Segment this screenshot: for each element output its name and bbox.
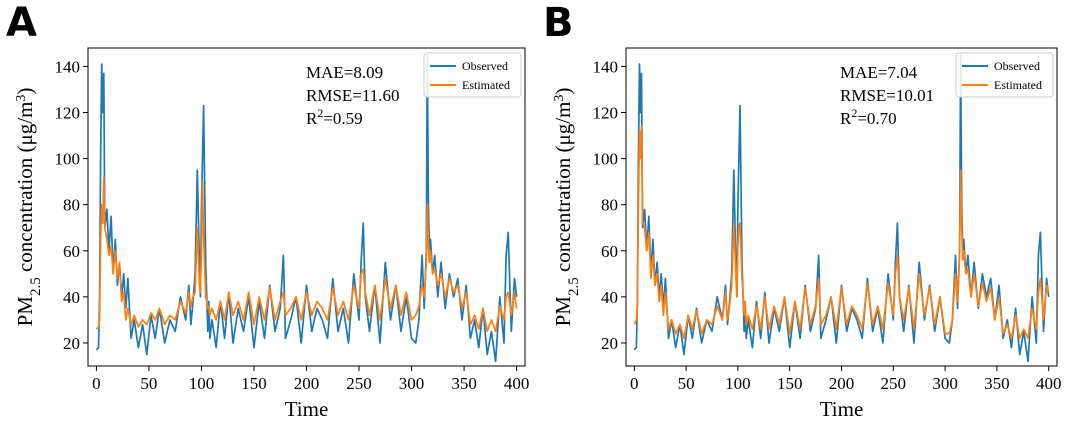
y-axis-title-middle: concentration (μg/m [13, 102, 37, 278]
series-group [633, 54, 1050, 363]
x-tick-label: 200 [294, 374, 320, 393]
stat-r2-base: R [840, 109, 852, 128]
y-tick-label: 100 [593, 150, 619, 169]
x-tick-label: 400 [504, 374, 530, 393]
stat-r2-value: =0.59 [323, 109, 362, 128]
series-group [95, 54, 518, 363]
x-tick-label: 250 [346, 374, 372, 393]
y-axis-title-suffix: ) [13, 88, 37, 95]
y-tick-label: 120 [55, 104, 81, 123]
y-axis-title-suffix: ) [551, 88, 575, 95]
series-line-estimated [633, 125, 1050, 340]
y-axis-title-sub: 2.5 [566, 277, 582, 296]
x-axis-title: Time [820, 397, 864, 421]
stat-r2: R2=0.70 [840, 106, 897, 128]
panel-b: B 0 50 100 150 200 250 300 350 400 20 40 60 80 100 120 1… [543, 0, 1061, 421]
stat-r2-base: R [306, 109, 318, 128]
x-tick-label: 50 [140, 374, 157, 393]
y-tick-label: 140 [593, 57, 619, 76]
stat-rmse: RMSE=11.60 [306, 86, 400, 105]
x-tick-label: 100 [725, 374, 751, 393]
x-axis-title: Time [285, 397, 329, 421]
series-line-estimated [95, 176, 518, 333]
y-axis-title-prefix: PM [13, 296, 37, 327]
stat-r2: R2=0.59 [306, 106, 363, 128]
y-axis-title: PM2.5 concentration (μg/m3) [551, 88, 582, 327]
x-tick-label: 350 [984, 374, 1010, 393]
x-tick-label: 400 [1036, 374, 1062, 393]
y-axis-title-sup: 3 [552, 95, 567, 102]
x-tick-label: 100 [189, 374, 215, 393]
legend: Observed Estimated [423, 52, 522, 98]
legend-label-observed: Observed [994, 59, 1040, 73]
y-axis-title-sub: 2.5 [28, 277, 44, 296]
y-axis-title-prefix: PM [551, 296, 575, 327]
y-axis-title-middle: concentration (μg/m [551, 102, 575, 278]
x-tick-label: 300 [932, 374, 958, 393]
x-tick-label: 350 [451, 374, 477, 393]
legend-label-estimated: Estimated [462, 78, 510, 92]
y-tick-label: 60 [601, 242, 618, 261]
y-tick-label: 120 [593, 104, 619, 123]
y-tick-label: 60 [63, 242, 80, 261]
stat-r2-value: =0.70 [857, 109, 896, 128]
y-tick-label: 20 [601, 334, 618, 353]
x-tick-label: 150 [241, 374, 267, 393]
stat-r2-sup: 2 [317, 106, 323, 120]
y-tick-label: 40 [601, 288, 618, 307]
x-tick-label: 0 [630, 374, 639, 393]
y-axis-title: PM2.5 concentration (μg/m3) [13, 88, 44, 327]
y-tick-label: 40 [63, 288, 80, 307]
panel-letter: B [543, 0, 574, 46]
x-tick-label: 0 [92, 374, 101, 393]
x-tick-label: 300 [399, 374, 425, 393]
stat-mae: MAE=8.09 [306, 63, 383, 82]
x-tick-label: 150 [777, 374, 803, 393]
x-tick-label: 250 [881, 374, 907, 393]
stat-mae: MAE=7.04 [840, 63, 918, 82]
y-tick-label: 80 [63, 196, 80, 215]
legend-label-observed: Observed [462, 59, 508, 73]
stat-r2-sup: 2 [851, 106, 857, 120]
legend: Observed Estimated [955, 52, 1054, 98]
y-axis-title-sup: 3 [14, 95, 29, 102]
y-tick-label: 100 [55, 150, 81, 169]
panel-letter: A [6, 0, 37, 46]
series-line-observed [95, 54, 518, 363]
y-tick-label: 140 [55, 57, 81, 76]
stat-rmse: RMSE=10.01 [840, 86, 934, 105]
panel-a: A 0 50 100 150 200 250 300 350 400 20 40 60 80 100 120 1… [6, 0, 529, 421]
legend-label-estimated: Estimated [994, 78, 1042, 92]
y-tick-label: 20 [63, 334, 80, 353]
x-tick-label: 200 [829, 374, 855, 393]
x-tick-label: 50 [678, 374, 695, 393]
y-tick-label: 80 [601, 196, 618, 215]
